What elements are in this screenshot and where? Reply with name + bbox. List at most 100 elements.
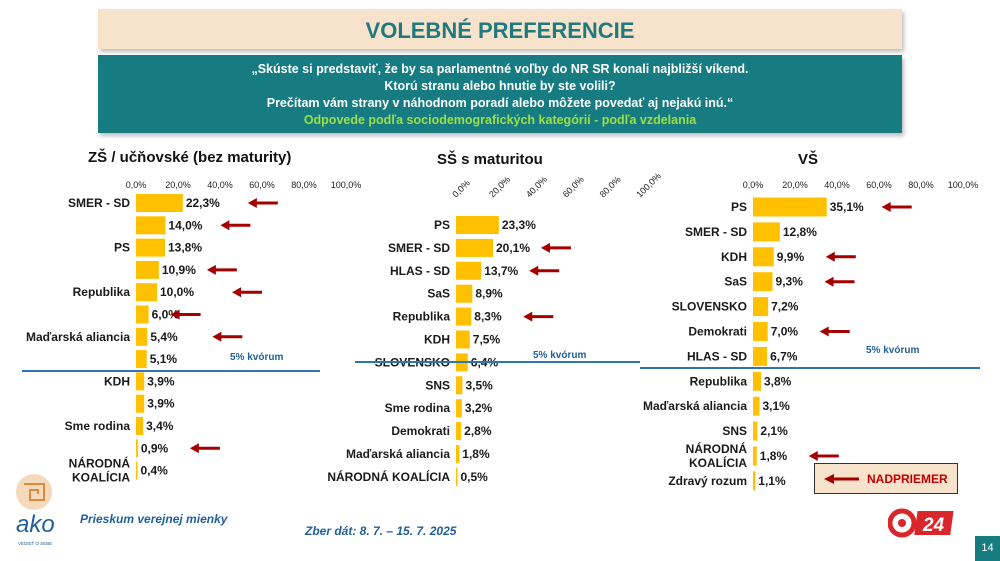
ako-logo-text: ako bbox=[16, 511, 55, 538]
chart-3-data-label: 1,1% bbox=[758, 474, 786, 488]
chart-2-category-label: HLAS - SD bbox=[390, 264, 450, 278]
chart-1-data-label: 10,0% bbox=[160, 285, 194, 299]
question-line-2: Ktorú stranu alebo hnutie by ste volili? bbox=[384, 79, 616, 93]
chart-3-bar bbox=[753, 446, 757, 466]
chart-3-bar bbox=[753, 297, 769, 317]
chart-3-bar bbox=[753, 222, 780, 242]
chart-3-above-average-arrowhead bbox=[824, 276, 834, 287]
chart-3-bar bbox=[753, 322, 768, 341]
tv24-badge: 24 bbox=[922, 515, 945, 536]
chart-2-bar bbox=[456, 216, 499, 234]
chart-1-tick-label: 60,0% bbox=[249, 180, 275, 190]
chart-1-data-label: 3,9% bbox=[147, 374, 175, 388]
chart-2-bar bbox=[456, 261, 482, 280]
chart-3-data-label: 7,2% bbox=[771, 300, 799, 314]
chart-2-data-label: 13,7% bbox=[484, 264, 518, 278]
chart-1-data-label: 13,8% bbox=[168, 241, 202, 255]
chart-1-bar bbox=[136, 394, 145, 413]
chart-2-data-label: 3,2% bbox=[465, 401, 493, 415]
chart-1-above-average-arrowhead bbox=[170, 309, 180, 320]
chart-1-bar bbox=[136, 439, 138, 458]
chart-2-data-label: 3,5% bbox=[465, 378, 493, 392]
chart-2-above-average-arrowhead bbox=[540, 242, 550, 253]
chart-1-data-label: 6,0% bbox=[152, 308, 180, 322]
chart-2-category-label: NÁRODNÁ KOALÍCIA bbox=[327, 469, 450, 484]
ako-logo-mark: ako VEDIEŤ O SEBE bbox=[16, 474, 55, 546]
chart-1-category-label: NÁRODNÁ bbox=[69, 456, 131, 471]
chart-1-bar bbox=[136, 350, 147, 369]
chart-3-above-average-arrowhead bbox=[881, 202, 891, 212]
chart-3-bar bbox=[753, 346, 768, 366]
chart-2-tick-label: 0,0% bbox=[450, 178, 472, 200]
chart-2-bar bbox=[456, 467, 458, 486]
chart-1-tick-label: 80,0% bbox=[291, 180, 317, 190]
chart-3-category-label: SNS bbox=[722, 424, 747, 438]
chart-3-data-label: 9,3% bbox=[776, 275, 804, 289]
chart-3-above-average-arrowhead bbox=[825, 251, 835, 262]
chart-1-tick-label: 20,0% bbox=[165, 180, 191, 190]
chart-1-quorum-label: 5% kvórum bbox=[230, 352, 283, 363]
chart-2-tick-label: 100,0% bbox=[634, 171, 663, 200]
chart-3-data-label: 1,8% bbox=[760, 449, 788, 463]
chart-2-category-label: Demokrati bbox=[391, 424, 450, 438]
chart-3-category-label: Zdravý rozum bbox=[668, 474, 747, 488]
chart-1-bar bbox=[136, 417, 144, 435]
chart-2-tick-label: 40,0% bbox=[524, 174, 549, 199]
chart-3-quorum-label: 5% kvórum bbox=[866, 345, 919, 356]
chart-2-tick-label: 80,0% bbox=[598, 174, 623, 199]
chart-2-bar bbox=[456, 307, 472, 326]
chart-1-bar bbox=[136, 216, 166, 235]
chart-2-category-label: Maďarská aliancia bbox=[346, 447, 450, 461]
chart-2-data-label: 1,8% bbox=[462, 447, 490, 461]
chart-2-bar bbox=[456, 445, 460, 463]
chart-2-bar bbox=[456, 238, 493, 257]
chart-3-category-label: KDH bbox=[721, 250, 747, 264]
chart-3-title: VŠ bbox=[798, 151, 819, 168]
chart-3-tick-label: 60,0% bbox=[866, 180, 892, 190]
chart-1-category-label: Maďarská aliancia bbox=[26, 330, 130, 344]
chart-3-category-label: Demokrati bbox=[688, 325, 747, 339]
chart-1-data-label: 3,4% bbox=[146, 419, 174, 433]
chart-3-bar bbox=[753, 197, 827, 217]
chart-2-data-label: 8,3% bbox=[474, 310, 502, 324]
chart-3-tick-label: 20,0% bbox=[782, 180, 808, 190]
chart-3-data-label: 12,8% bbox=[783, 225, 817, 239]
chart-3-category-label: KOALÍCIA bbox=[689, 455, 747, 470]
question-subtitle: Odpovede podľa sociodemografických kateg… bbox=[303, 113, 697, 127]
chart-1-data-label: 10,9% bbox=[162, 263, 196, 277]
chart-2-data-label: 0,5% bbox=[461, 470, 489, 484]
chart-2-category-label: SMER - SD bbox=[388, 241, 450, 255]
page-number: 14 bbox=[975, 536, 1000, 561]
question-line-1: „Skúste si predstaviť, že by sa parlamen… bbox=[251, 62, 749, 76]
chart-2-data-label: 8,9% bbox=[475, 287, 503, 301]
chart-1-category-label: KOALÍCIA bbox=[72, 470, 130, 485]
ako-logo-tagline: VEDIEŤ O SEBE bbox=[18, 539, 52, 546]
chart-3-above-average-arrowhead bbox=[819, 326, 829, 337]
chart-3-bar bbox=[753, 371, 761, 391]
page-title: VOLEBNÉ PREFERENCIE bbox=[98, 9, 902, 49]
chart-1-data-label: 0,9% bbox=[141, 441, 169, 455]
question-line-3: Prečítam vám strany v náhodnom poradí al… bbox=[266, 96, 734, 110]
legend-arrow-icon bbox=[824, 474, 859, 484]
tv24-logo: 24 bbox=[887, 508, 958, 538]
legend-box: NADPRIEMER bbox=[814, 463, 958, 494]
chart-1-bar bbox=[136, 461, 138, 480]
chart-2-tick-label: 20,0% bbox=[487, 174, 512, 199]
chart-1-bar bbox=[136, 327, 148, 346]
chart-2-category-label: PS bbox=[434, 218, 450, 232]
chart-2-title: SŠ s maturitou bbox=[437, 151, 543, 168]
chart-2-above-average-arrowhead bbox=[529, 265, 539, 276]
chart-2-bar bbox=[456, 376, 463, 395]
chart-1-tick-label: 100,0% bbox=[331, 180, 362, 190]
chart-3-data-label: 9,9% bbox=[777, 250, 805, 264]
chart-1-above-average-arrowhead bbox=[189, 443, 199, 454]
chart-2-tick-label: 60,0% bbox=[561, 174, 586, 199]
chart-1-category-label: Republika bbox=[73, 285, 131, 299]
collection-date: Zber dát: 8. 7. – 15. 7. 2025 bbox=[305, 524, 457, 538]
chart-1-tick-label: 40,0% bbox=[207, 180, 233, 190]
chart-1-title: ZŠ / učňovské (bez maturity) bbox=[88, 149, 292, 166]
chart-2-data-label: 2,8% bbox=[464, 424, 492, 438]
chart-1-bar bbox=[136, 283, 157, 302]
chart-2-bar bbox=[456, 399, 462, 418]
